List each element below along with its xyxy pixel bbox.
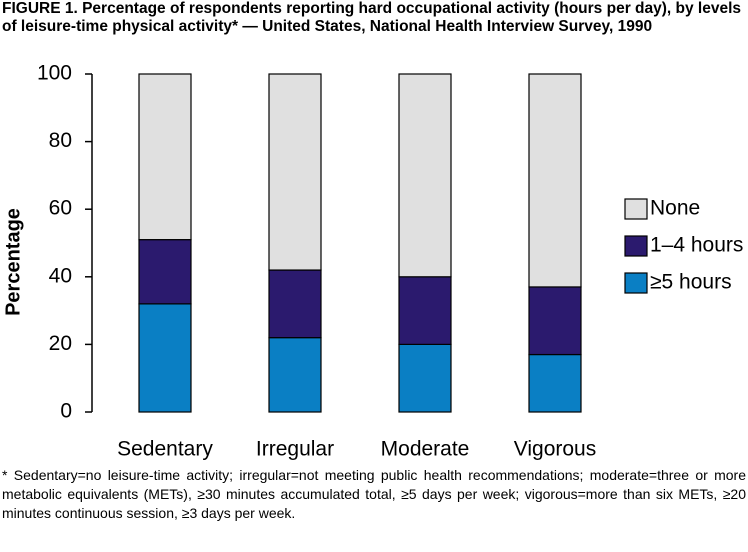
footnote: * Sedentary=no leisure-time activity; ir… bbox=[2, 467, 746, 521]
y-tick-label: 80 bbox=[49, 129, 72, 152]
legend-label: 1–4 hours bbox=[650, 234, 743, 257]
x-tick-label: Irregular bbox=[256, 438, 334, 461]
y-tick-label: 40 bbox=[49, 264, 72, 287]
bar-segment bbox=[138, 239, 192, 305]
x-tick-label: Moderate bbox=[381, 438, 470, 461]
bar-segment bbox=[528, 286, 582, 356]
bar-segment bbox=[398, 343, 452, 413]
legend-swatch bbox=[624, 198, 648, 220]
bar-segment bbox=[398, 276, 452, 345]
legend-label: None bbox=[650, 197, 700, 220]
bar-segment bbox=[528, 353, 582, 413]
x-tick-label: Sedentary bbox=[117, 438, 213, 461]
bar-segment bbox=[268, 269, 322, 339]
y-tick-label: 0 bbox=[60, 400, 72, 423]
legend-swatch bbox=[624, 235, 648, 257]
x-tick-label: Vigorous bbox=[514, 438, 597, 461]
legend-swatch bbox=[624, 272, 648, 294]
bar-segment bbox=[528, 73, 582, 288]
legend-label: ≥5 hours bbox=[650, 271, 732, 294]
bar-segment bbox=[138, 73, 192, 241]
bar-segment bbox=[268, 73, 322, 271]
bar-segment bbox=[398, 73, 452, 278]
bar-segment bbox=[138, 303, 192, 413]
chart-title: FIGURE 1. Percentage of respondents repo… bbox=[2, 0, 742, 35]
y-tick-label: 60 bbox=[49, 197, 72, 220]
bar-segment bbox=[268, 337, 322, 413]
y-axis-label: Percentage bbox=[2, 208, 24, 316]
y-tick-label: 100 bbox=[37, 62, 72, 85]
y-tick-label: 20 bbox=[49, 332, 72, 355]
